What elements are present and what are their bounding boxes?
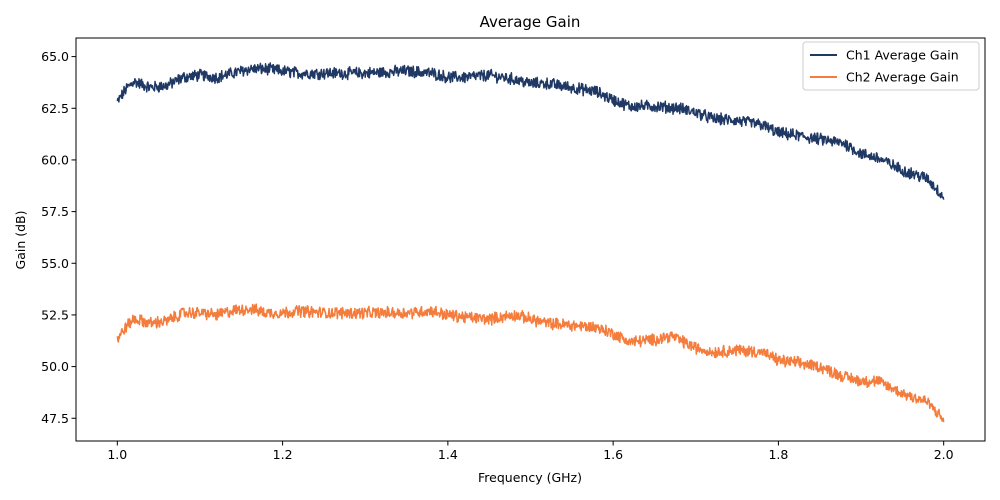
x-tick-label: 1.4	[438, 447, 458, 462]
x-tick-label: 2.0	[934, 447, 954, 462]
x-tick-label: 1.0	[107, 447, 127, 462]
legend-box	[802, 41, 980, 91]
x-axis: 1.0 1.2 1.4 1.6 1.8 2.0	[107, 441, 954, 462]
y-tick-label: 57.5	[41, 204, 69, 219]
plot-area	[116, 62, 945, 423]
y-tick-label: 52.5	[41, 307, 69, 322]
y-tick-label: 60.0	[41, 152, 69, 167]
chart-title: Average Gain	[480, 13, 581, 31]
axes-frame	[75, 37, 986, 442]
y-tick-label: 62.5	[41, 101, 69, 116]
y-tick-label: 50.0	[41, 359, 69, 374]
legend: Ch1 Average Gain Ch2 Average Gain	[802, 41, 980, 91]
x-tick-label: 1.2	[273, 447, 293, 462]
x-axis-title: Frequency (GHz)	[478, 470, 582, 485]
y-axis-title: Gain (dB)	[13, 211, 28, 270]
x-tick-label: 1.6	[603, 447, 623, 462]
series-line-ch2	[116, 303, 945, 423]
y-axis: 47.5 50.0 52.5 55.0 57.5 60.0 62.5 65.0	[41, 49, 76, 426]
x-tick-label: 1.8	[768, 447, 788, 462]
y-tick-label: 55.0	[41, 256, 69, 271]
legend-label-ch2: Ch2 Average Gain	[846, 70, 959, 85]
series-line-ch1	[116, 62, 945, 200]
y-tick-label: 47.5	[41, 411, 69, 426]
y-tick-label: 65.0	[41, 49, 69, 64]
legend-label-ch1: Ch1 Average Gain	[846, 48, 959, 63]
